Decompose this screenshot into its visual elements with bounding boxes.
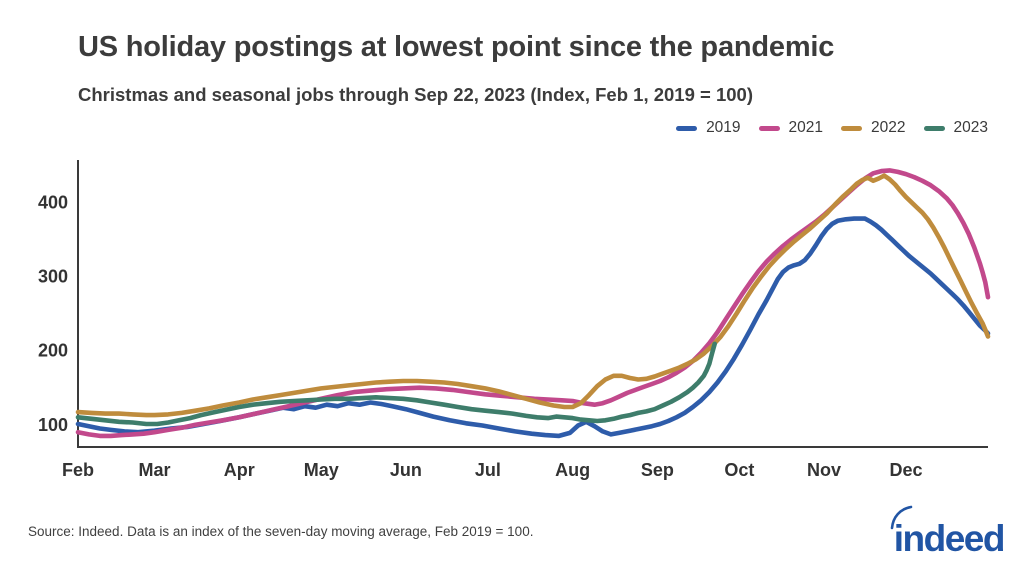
legend-swatch-icon (676, 125, 698, 131)
y-tick-label: 100 (38, 415, 68, 435)
series-line-2022 (75, 173, 991, 418)
x-tick-label: Oct (724, 460, 754, 480)
axis-lines (77, 160, 988, 448)
x-tick-label: Feb (62, 460, 94, 480)
legend-label: 2022 (871, 119, 906, 136)
chart-subtitle: Christmas and seasonal jobs through Sep … (78, 84, 753, 105)
x-tick-label: Nov (807, 460, 841, 480)
x-tick-label: Dec (890, 460, 923, 480)
x-tick-label: Jun (390, 460, 422, 480)
x-tick-label: Aug (555, 460, 590, 480)
chart-title: US holiday postings at lowest point sinc… (78, 31, 835, 63)
series-line-2019 (75, 216, 991, 439)
x-tick-label: Mar (139, 460, 171, 480)
x-tick-label: Sep (641, 460, 674, 480)
legend-label: 2021 (788, 119, 824, 136)
indeed-logo: indeed (890, 505, 1006, 564)
y-tick-label: 200 (38, 341, 68, 361)
x-tick-label: Jul (475, 460, 501, 480)
legend-swatch-icon (841, 125, 863, 131)
logo-swoosh-icon (890, 505, 913, 530)
x-tick-label: May (304, 460, 339, 480)
y-tick-label: 300 (38, 266, 68, 286)
series-line-2021 (75, 168, 991, 439)
legend-swatch-icon (923, 125, 945, 131)
x-tick-label: Apr (224, 460, 255, 480)
legend-item-2019: 2019 (676, 119, 741, 137)
legend-item-2021: 2021 (758, 119, 824, 137)
chart-legend: 2019 2021 2022 2023 (676, 119, 988, 137)
source-note: Source: Indeed. Data is an index of the … (28, 524, 534, 539)
legend-swatch-icon (758, 125, 780, 131)
legend-label: 2019 (706, 119, 741, 136)
logo-text: indeed (893, 518, 1006, 559)
y-tick-label: 400 (38, 192, 68, 212)
series-line-2023 (75, 341, 718, 427)
legend-item-2022: 2022 (841, 119, 906, 137)
legend-label: 2023 (953, 119, 988, 136)
legend-item-2023: 2023 (923, 119, 988, 137)
